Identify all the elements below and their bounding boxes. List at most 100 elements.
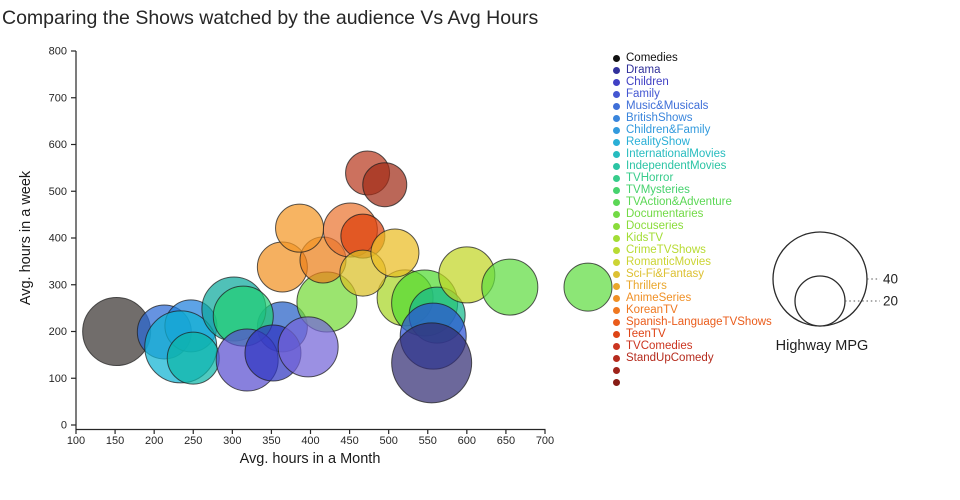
x-axis-tick-label: 500	[379, 435, 397, 447]
legend-item: RealityShow	[613, 136, 772, 148]
legend-dot-icon	[613, 306, 620, 314]
legend-dot-icon	[613, 114, 620, 122]
x-axis-tick-label: 200	[145, 435, 163, 447]
legend-item: Thrillers	[613, 280, 772, 292]
y-axis-tick-label: 0	[61, 420, 67, 432]
legend-dot-icon	[613, 342, 620, 350]
legend-item: Children&Family	[613, 124, 772, 136]
legend-label: Docuseries	[626, 220, 684, 232]
legend-label: AnimeSeries	[626, 292, 692, 304]
legend-item: Children	[613, 76, 772, 88]
legend-label: Comedies	[626, 52, 678, 64]
legend-dot-icon	[613, 366, 620, 374]
legend-dot-icon	[613, 198, 620, 206]
x-axis-tick-label: 600	[458, 435, 476, 447]
legend-dot-icon	[613, 222, 620, 230]
size-legend-title: Highway MPG	[776, 338, 869, 354]
legend-dot-icon	[613, 162, 620, 170]
legend-label: TeenTV	[626, 328, 666, 340]
y-axis-label: Avg. hours in a week	[18, 170, 34, 305]
legend-dot-icon	[613, 234, 620, 242]
legend-label: Music&Musicals	[626, 100, 709, 112]
chart-bubble	[277, 316, 339, 378]
legend-item: Drama	[613, 64, 772, 76]
x-axis-tick-label: 100	[67, 435, 85, 447]
legend-dot-icon	[613, 66, 620, 74]
legend-label: Spanish-LanguageTVShows	[626, 316, 772, 328]
legend-item: Documentaries	[613, 208, 772, 220]
y-axis-tick-label: 700	[49, 92, 67, 104]
legend-item: StandUpComedy	[613, 352, 772, 364]
legend-label: IndependentMovies	[626, 160, 727, 172]
legend-item	[613, 364, 772, 376]
legend-dot-icon	[613, 270, 620, 278]
x-axis-tick-label: 550	[419, 435, 437, 447]
legend-label: RealityShow	[626, 136, 690, 148]
legend-item: Music&Musicals	[613, 100, 772, 112]
legend-label: Sci-Fi&Fantasy	[626, 268, 704, 280]
chart-bubble	[275, 203, 325, 253]
legend-item: TVComedies	[613, 340, 772, 352]
legend-item: Comedies	[613, 52, 772, 64]
x-axis-tick-label: 650	[497, 435, 515, 447]
legend-item: BritishShows	[613, 112, 772, 124]
y-axis-tick-label: 300	[49, 279, 67, 291]
legend-item: CrimeTVShows	[613, 244, 772, 256]
legend-item: TVHorror	[613, 172, 772, 184]
legend-label: KidsTV	[626, 232, 664, 244]
legend-item	[613, 376, 772, 388]
legend-dot-icon	[613, 246, 620, 254]
legend-item: KidsTV	[613, 232, 772, 244]
legend-label: KoreanTV	[626, 304, 678, 316]
legend-dot-icon	[613, 174, 620, 182]
legend-label: CrimeTVShows	[626, 244, 706, 256]
chart-bubble	[166, 331, 220, 385]
legend-item: TeenTV	[613, 328, 772, 340]
legend-label: Thrillers	[626, 280, 667, 292]
x-axis-tick-label: 300	[223, 435, 241, 447]
y-axis-tick-label: 200	[49, 326, 67, 338]
legend-dot-icon	[613, 330, 620, 338]
legend-label: InternationalMovies	[626, 148, 726, 160]
legend-dot-icon	[613, 294, 620, 302]
y-axis-tick-label: 500	[49, 186, 67, 198]
size-legend-circle	[794, 275, 846, 327]
legend-label: BritishShows	[626, 112, 693, 124]
chart-bubble	[391, 322, 473, 404]
legend-item: TVMysteries	[613, 184, 772, 196]
x-axis-label: Avg. hours in a Month	[240, 451, 381, 467]
legend-label: Children&Family	[626, 124, 711, 136]
legend-item: Docuseries	[613, 220, 772, 232]
legend-label: Documentaries	[626, 208, 704, 220]
legend-dot-icon	[613, 318, 620, 326]
x-axis-tick-label: 150	[106, 435, 124, 447]
y-axis-tick-label: 400	[49, 233, 67, 245]
chart-bubble	[563, 262, 613, 312]
x-axis-tick-label: 350	[262, 435, 280, 447]
y-axis-tick-label: 600	[49, 139, 67, 151]
legend-dot-icon	[613, 150, 620, 158]
chart-bubble	[370, 228, 420, 278]
legend-label: TVComedies	[626, 340, 693, 352]
legend-item: RomanticMovies	[613, 256, 772, 268]
legend-dot-icon	[613, 126, 620, 134]
legend-dot-icon	[613, 90, 620, 98]
legend-item: IndependentMovies	[613, 160, 772, 172]
legend-label: Family	[626, 88, 660, 100]
legend-item: Spanish-LanguageTVShows	[613, 316, 772, 328]
x-axis-tick-label: 700	[536, 435, 554, 447]
legend-label: TVMysteries	[626, 184, 690, 196]
x-axis-tick-label: 450	[340, 435, 358, 447]
legend-dot-icon	[613, 138, 620, 146]
legend-dot-icon	[613, 378, 620, 386]
legend-dot-icon	[613, 102, 620, 110]
legend-item: Family	[613, 88, 772, 100]
legend-label: TVAction&Adventure	[626, 196, 732, 208]
legend-item: TVAction&Adventure	[613, 196, 772, 208]
y-axis-tick-label: 100	[49, 373, 67, 385]
size-legend-value: 40	[883, 272, 898, 287]
legend-dot-icon	[613, 258, 620, 266]
legend-label: RomanticMovies	[626, 256, 711, 268]
